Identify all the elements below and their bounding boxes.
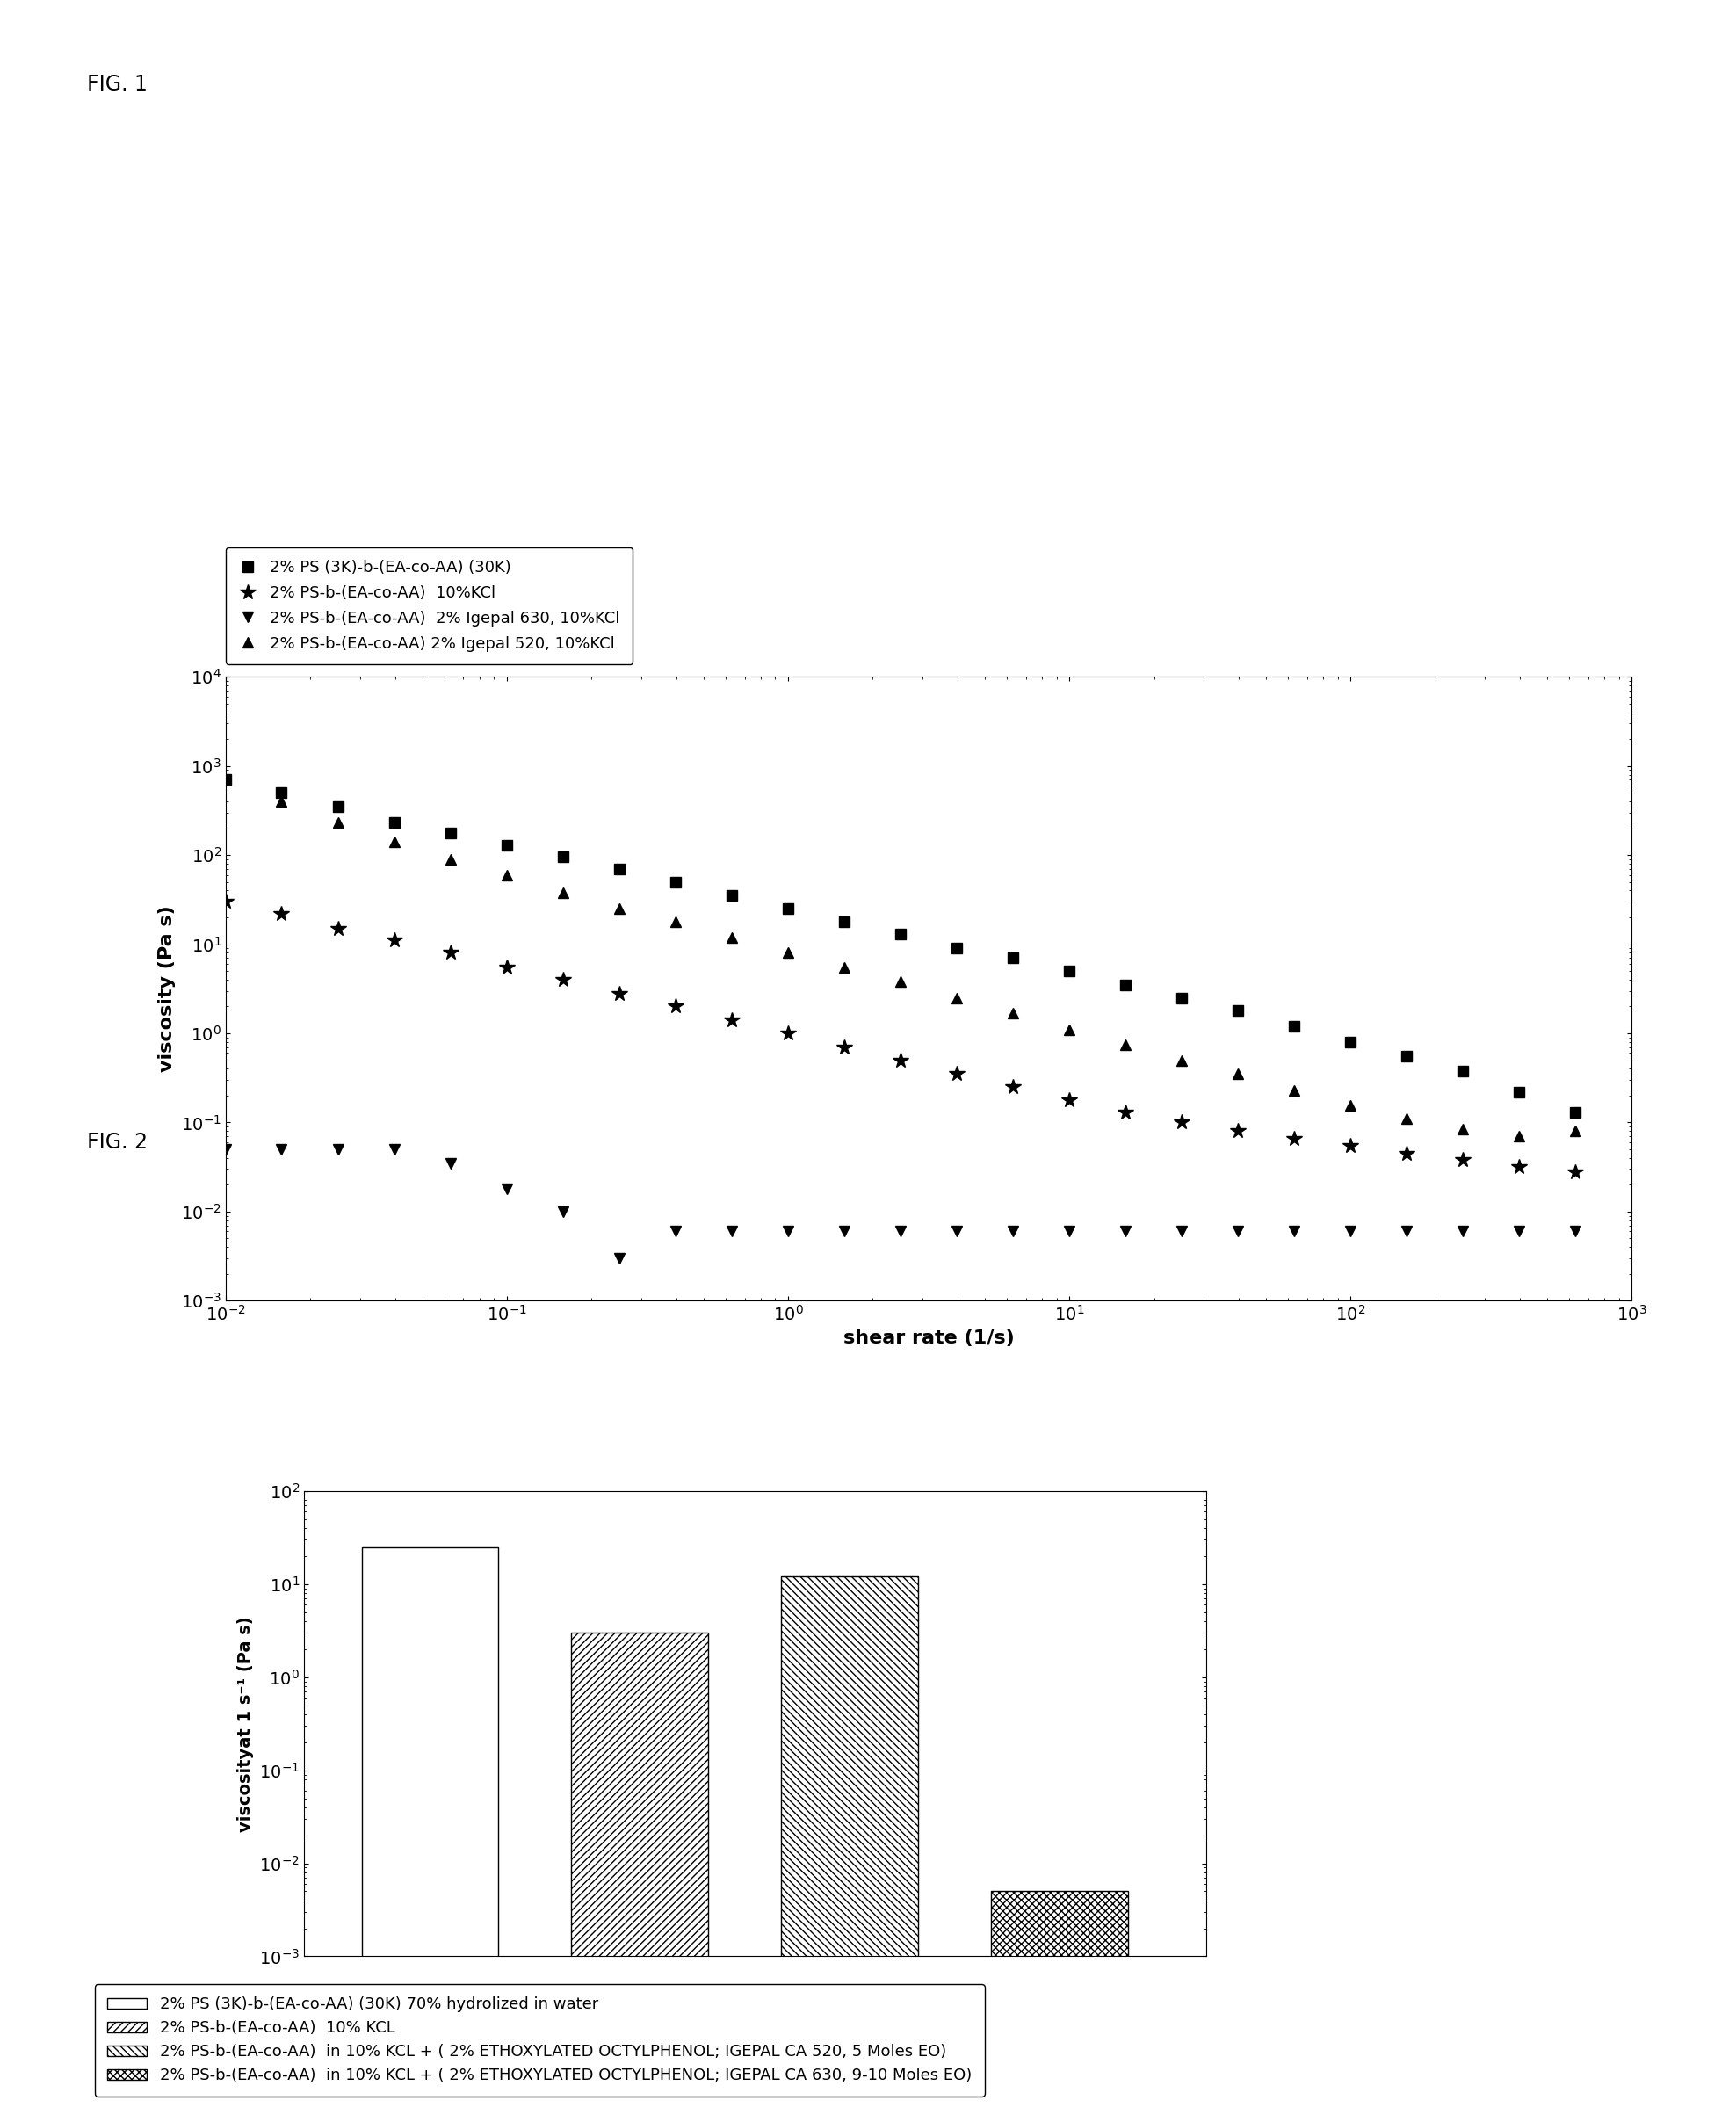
- Text: FIG. 1: FIG. 1: [87, 74, 148, 95]
- Bar: [571, 1633, 708, 2115]
- X-axis label: shear rate (1/s): shear rate (1/s): [844, 1328, 1014, 1347]
- Y-axis label: viscosity (Pa s): viscosity (Pa s): [158, 905, 175, 1072]
- Text: FIG. 2: FIG. 2: [87, 1132, 148, 1153]
- Bar: [781, 1578, 918, 2115]
- Y-axis label: viscosityat 1 s⁻¹ (Pa s): viscosityat 1 s⁻¹ (Pa s): [238, 1616, 253, 1832]
- Bar: [991, 1891, 1128, 2115]
- Bar: [361, 1546, 498, 2115]
- Legend: 2% PS (3K)-b-(EA-co-AA) (30K), 2% PS-b-(EA-co-AA)  10%KCl, 2% PS-b-(EA-co-AA)  2: 2% PS (3K)-b-(EA-co-AA) (30K), 2% PS-b-(…: [226, 548, 634, 664]
- Legend: 2% PS (3K)-b-(EA-co-AA) (30K) 70% hydrolized in water, 2% PS-b-(EA-co-AA)  10% K: 2% PS (3K)-b-(EA-co-AA) (30K) 70% hydrol…: [95, 1984, 984, 2096]
